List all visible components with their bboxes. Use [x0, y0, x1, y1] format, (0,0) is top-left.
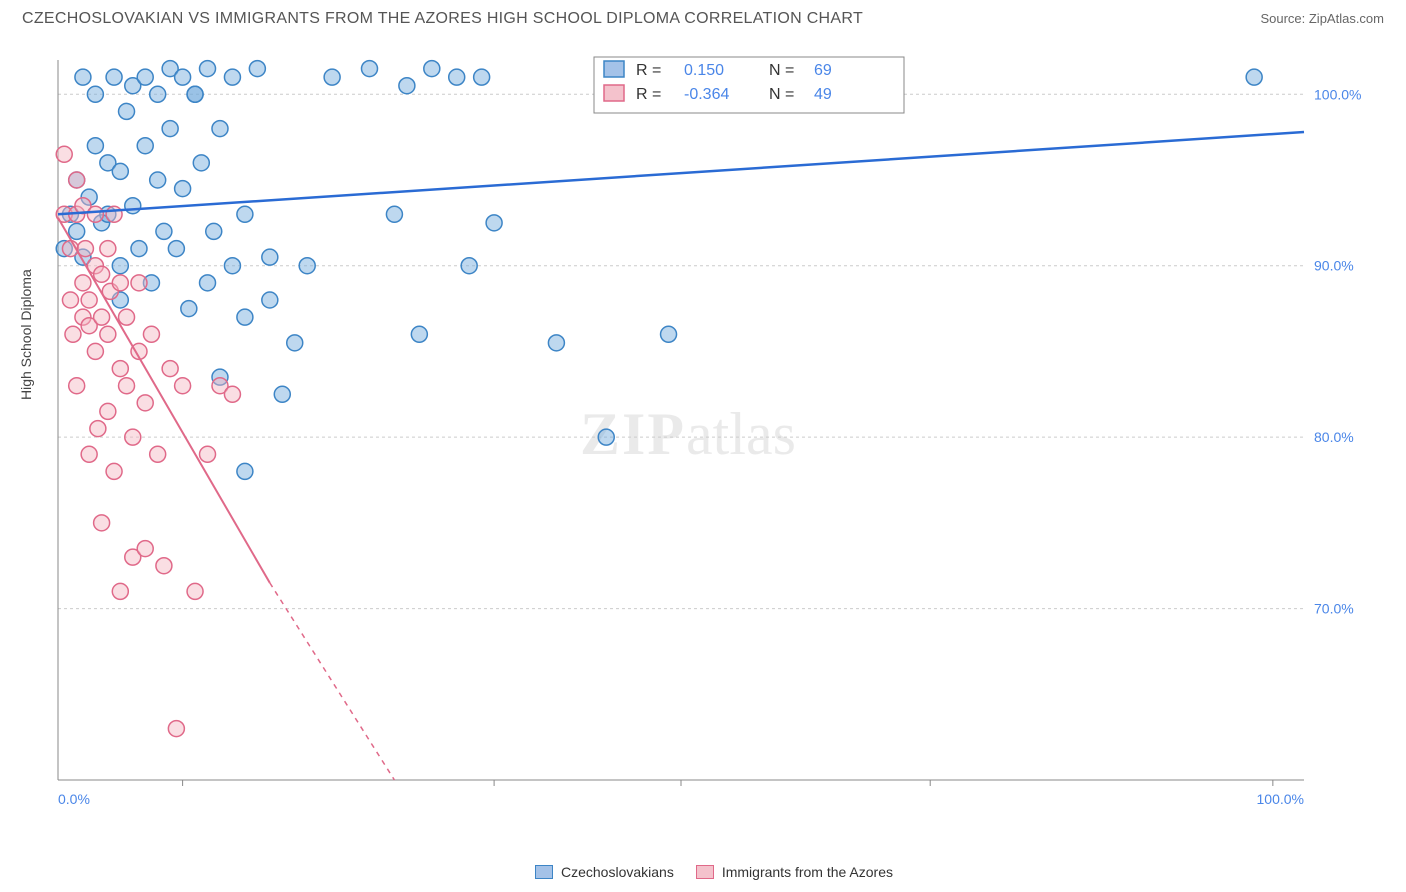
legend-label: Immigrants from the Azores [722, 864, 893, 880]
source-line: Source: ZipAtlas.com [1260, 11, 1384, 26]
svg-text:N =: N = [769, 86, 794, 103]
svg-text:R =: R = [636, 62, 661, 79]
scatter-chart: 70.0% 80.0% 90.0% 100.0% 0.0% 100.0% R = 0.150 N… [54, 50, 1374, 820]
svg-text:100.0%: 100.0% [1314, 86, 1361, 102]
svg-text:100.0%: 100.0% [1257, 791, 1304, 807]
svg-text:69: 69 [814, 62, 832, 79]
chart-container: 70.0% 80.0% 90.0% 100.0% 0.0% 100.0% R = 0.150 N… [54, 50, 1374, 820]
legend-item-czech: Czechoslovakians [535, 864, 674, 880]
title-bar: CZECHOSLOVAKIAN VS IMMIGRANTS FROM THE A… [0, 0, 1406, 34]
svg-text:70.0%: 70.0% [1314, 601, 1354, 617]
y-axis-label: High School Diploma [18, 269, 34, 400]
legend-item-azores: Immigrants from the Azores [696, 864, 893, 880]
svg-text:0.150: 0.150 [684, 62, 724, 79]
svg-text:N =: N = [769, 62, 794, 79]
source-value: ZipAtlas.com [1309, 11, 1384, 26]
legend-label: Czechoslovakians [561, 864, 674, 880]
svg-text:R =: R = [636, 86, 661, 103]
legend-swatch-pink [696, 865, 714, 879]
svg-text:49: 49 [814, 86, 832, 103]
chart-title: CZECHOSLOVAKIAN VS IMMIGRANTS FROM THE A… [22, 10, 863, 28]
bottom-legend: Czechoslovakians Immigrants from the Azo… [54, 864, 1374, 880]
svg-text:-0.364: -0.364 [684, 86, 729, 103]
svg-text:0.0%: 0.0% [58, 791, 90, 807]
source-label: Source: [1260, 11, 1308, 26]
svg-text:80.0%: 80.0% [1314, 429, 1354, 445]
legend-swatch-blue [535, 865, 553, 879]
svg-text:90.0%: 90.0% [1314, 258, 1354, 274]
